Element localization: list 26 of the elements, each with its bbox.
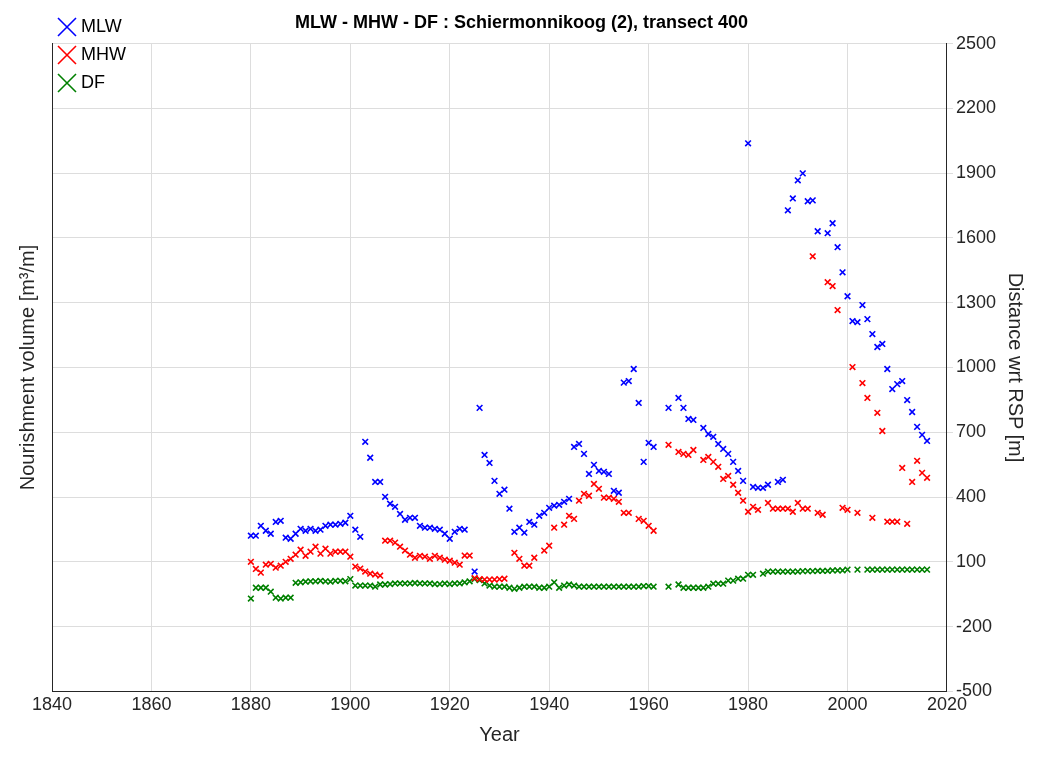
- x-tick-label: 1960: [628, 694, 669, 715]
- y2-axis-title: Distance wrt RSP [m]: [1005, 272, 1028, 463]
- y2-tick-label: 1000: [955, 356, 996, 377]
- y2-tick-label: 700: [955, 421, 986, 442]
- x-tick-label: 2000: [827, 694, 868, 715]
- chart-title: MLW - MHW - DF : Schiermonnikoog (2), transect 400: [294, 11, 749, 32]
- y2-tick-label: 1300: [955, 291, 996, 312]
- x-tick-label: 1860: [131, 694, 172, 715]
- y2-tick-label: 2500: [955, 32, 996, 53]
- y2-tick-label: 100: [955, 550, 986, 571]
- y2-tick-label: -200: [955, 615, 992, 636]
- x-axis-title: Year: [479, 722, 521, 745]
- y2-tick-label: 1900: [955, 162, 996, 183]
- x-tick-label: 1840: [31, 694, 73, 715]
- y-axis-title: Nourishment volume [m³/m]: [15, 244, 38, 491]
- legend-label: MLW: [81, 15, 122, 36]
- x-tick-label: 1900: [330, 694, 371, 715]
- x-tick-label: 1880: [230, 694, 271, 715]
- x-tick-label: 1920: [429, 694, 470, 715]
- legend-label: MHW: [81, 43, 126, 64]
- x-tick-label: 1980: [728, 694, 769, 715]
- x-tick-label: 1940: [529, 694, 570, 715]
- y2-tick-label: 400: [955, 486, 986, 507]
- y2-tick-label: 2200: [955, 97, 996, 118]
- legend-label: DF: [81, 71, 105, 92]
- y2-tick-label: 1600: [955, 226, 996, 247]
